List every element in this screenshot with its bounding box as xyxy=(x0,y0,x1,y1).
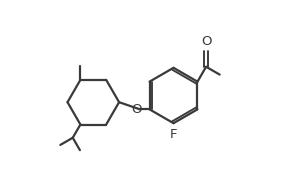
Text: F: F xyxy=(170,128,177,141)
Text: O: O xyxy=(201,35,211,48)
Text: O: O xyxy=(131,103,142,116)
